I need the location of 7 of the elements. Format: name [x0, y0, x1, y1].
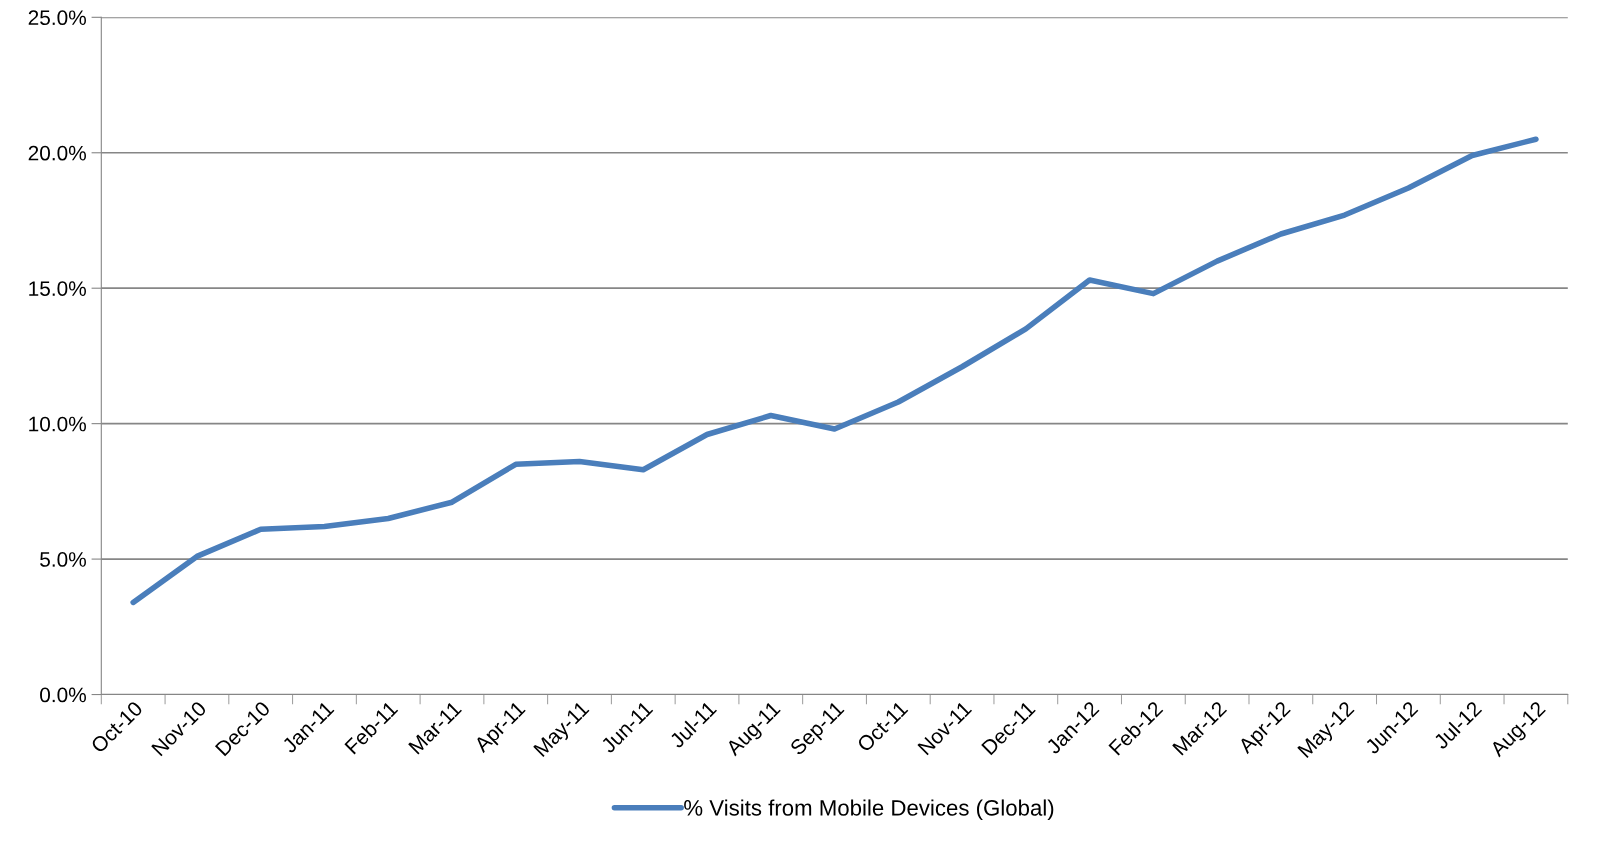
y-tick-label: 10.0% — [29, 416, 86, 432]
y-tick-label: 5.0% — [40, 552, 86, 567]
y-tick-label: 0.0% — [40, 687, 86, 703]
legend-label: % Visits from Mobile Devices (Global) — [684, 799, 1054, 821]
y-tick-label: 25.0% — [28, 10, 86, 26]
y-tick-label: 20.0% — [28, 145, 86, 161]
y-tick-label: 15.0% — [29, 281, 86, 296]
